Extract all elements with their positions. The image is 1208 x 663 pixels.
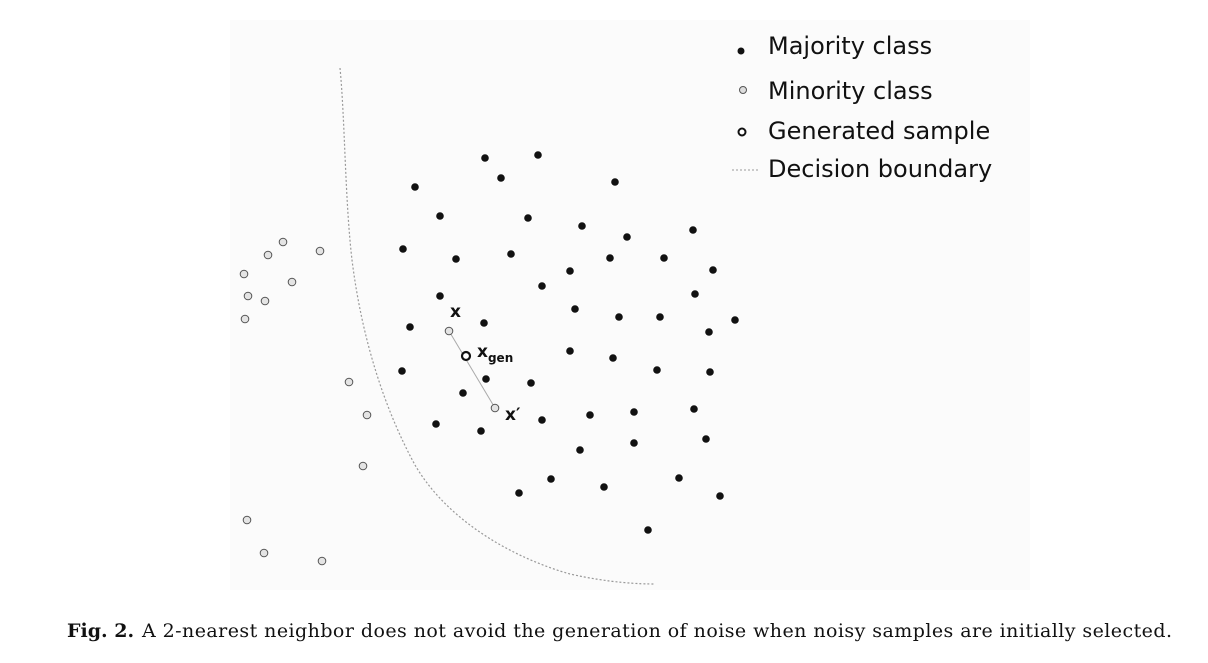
legend-label: Majority class (768, 32, 932, 60)
legend-marker (739, 86, 747, 94)
majority-point (611, 178, 619, 186)
minority-point (240, 314, 250, 324)
legend-label: Minority class (768, 77, 933, 105)
majority-point (515, 489, 523, 497)
majority-point (406, 323, 414, 331)
minority-point (263, 250, 273, 260)
majority-point (675, 474, 683, 482)
majority-point (538, 416, 546, 424)
majority-point (482, 375, 490, 383)
point-label: x (450, 302, 461, 322)
majority-point (731, 316, 739, 324)
majority-point (524, 214, 532, 222)
majority-point (600, 483, 608, 491)
majority-point (576, 446, 584, 454)
majority-point (623, 233, 631, 241)
majority-point (653, 366, 661, 374)
majority-point (432, 420, 440, 428)
majority-point (566, 267, 574, 275)
point-label: xgen (477, 342, 513, 365)
minority-point (315, 246, 325, 256)
majority-point (571, 305, 579, 313)
minority-point (490, 403, 500, 413)
majority-point (411, 183, 419, 191)
majority-point (656, 313, 664, 321)
majority-point (586, 411, 594, 419)
majority-point (690, 405, 698, 413)
minority-point (239, 269, 249, 279)
majority-point (706, 368, 714, 376)
majority-point (480, 319, 488, 327)
minority-point (259, 548, 269, 558)
majority-point (606, 254, 614, 262)
majority-point (527, 379, 535, 387)
majority-point (716, 492, 724, 500)
decision-boundary (339, 67, 656, 585)
majority-point (630, 439, 638, 447)
majority-point (691, 290, 699, 298)
minority-point (362, 410, 372, 420)
majority-point (689, 226, 697, 234)
majority-point (399, 245, 407, 253)
generated-point (460, 350, 472, 362)
majority-points (398, 151, 739, 534)
majority-point (436, 212, 444, 220)
majority-point (459, 389, 467, 397)
majority-point (507, 250, 515, 258)
majority-point (497, 174, 505, 182)
majority-point (644, 526, 652, 534)
majority-point (398, 367, 406, 375)
caption-label: Fig. 2. (67, 620, 134, 642)
legend-marker (737, 127, 747, 137)
caption-text: A 2-nearest neighbor does not avoid the … (141, 620, 1172, 642)
legend-label: Decision boundary (768, 155, 992, 183)
majority-point (538, 282, 546, 290)
majority-point (481, 154, 489, 162)
majority-point (705, 328, 713, 336)
point-subscript: gen (488, 351, 513, 365)
majority-point (630, 408, 638, 416)
minority-point (358, 461, 368, 471)
neighbor-link (448, 330, 496, 409)
majority-point (452, 255, 460, 263)
minority-point (278, 237, 288, 247)
minority-point (444, 326, 454, 336)
majority-point (566, 347, 574, 355)
minority-point (287, 277, 297, 287)
majority-point (609, 354, 617, 362)
legend-marker (737, 47, 745, 55)
majority-point (436, 292, 444, 300)
legend-label: Generated sample (768, 117, 990, 145)
majority-point (578, 222, 586, 230)
majority-point (477, 427, 485, 435)
majority-point (702, 435, 710, 443)
minority-point (317, 556, 327, 566)
majority-point (709, 266, 717, 274)
minority-point (344, 377, 354, 387)
minority-point (243, 291, 253, 301)
minority-point (260, 296, 270, 306)
majority-point (547, 475, 555, 483)
minority-point (242, 515, 252, 525)
point-label: x′ (505, 405, 521, 425)
majority-point (534, 151, 542, 159)
plot-background (230, 20, 1030, 590)
point-label: x (477, 342, 488, 362)
majority-point (615, 313, 623, 321)
minority-points (239, 237, 500, 566)
majority-point (660, 254, 668, 262)
